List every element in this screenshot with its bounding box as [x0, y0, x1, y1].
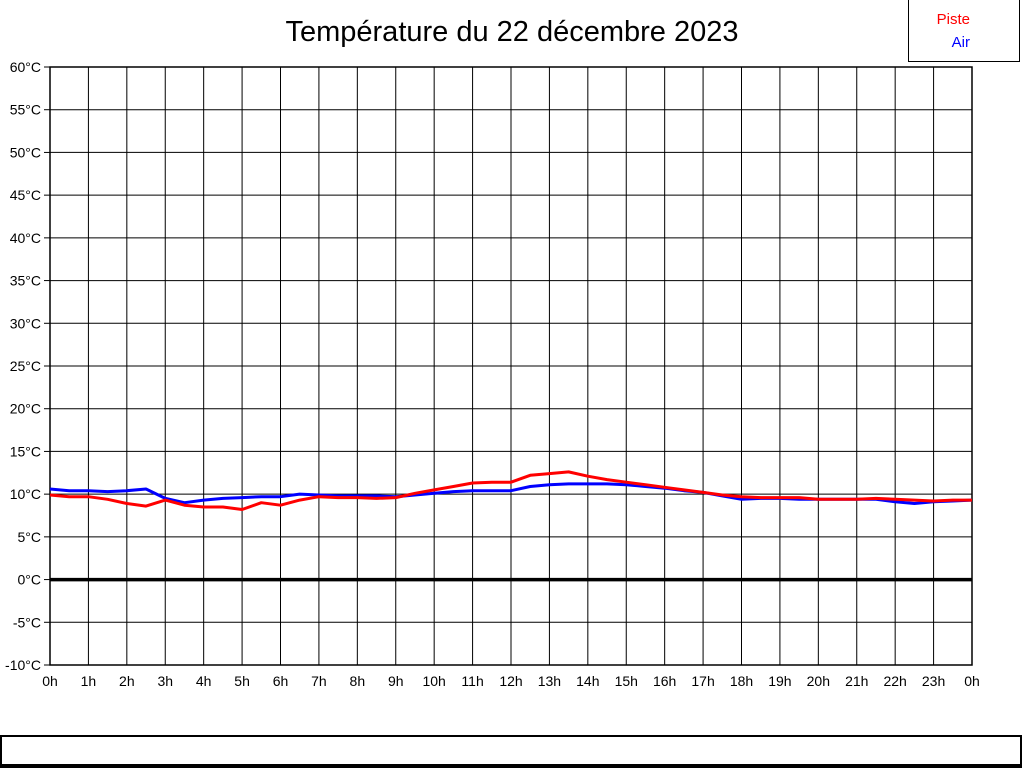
y-tick-label: -10°C — [5, 657, 41, 673]
x-tick-label: 1h — [81, 673, 97, 689]
x-tick-label: 12h — [499, 673, 522, 689]
x-tick-label: 21h — [845, 673, 868, 689]
x-tick-label: 19h — [768, 673, 791, 689]
x-tick-label: 5h — [234, 673, 250, 689]
y-tick-label: 25°C — [10, 358, 41, 374]
plot-border — [49, 66, 973, 666]
y-tick-label: 60°C — [10, 59, 41, 75]
series-lines — [49, 470, 973, 511]
x-tick-label: 10h — [422, 673, 445, 689]
x-tick-label: 23h — [922, 673, 945, 689]
x-tick-label: 7h — [311, 673, 327, 689]
y-tick-label: 10°C — [10, 486, 41, 502]
y-tick-label: 30°C — [10, 315, 41, 331]
x-tick-label: 18h — [730, 673, 753, 689]
x-tick-label: 9h — [388, 673, 404, 689]
x-tick-label: 14h — [576, 673, 599, 689]
y-tick-label: 45°C — [10, 187, 41, 203]
x-tick-label: 8h — [350, 673, 366, 689]
x-tick-label: 2h — [119, 673, 135, 689]
y-tick-label: 55°C — [10, 102, 41, 118]
piste-line — [49, 470, 972, 511]
x-tick-label: 3h — [157, 673, 173, 689]
y-tick-label: 0°C — [18, 572, 42, 588]
y-tick-label: 5°C — [18, 529, 42, 545]
x-tick-label: 0h — [42, 673, 58, 689]
axis-labels: 60°C 55°C 50°C 45°C 40°C 35°C 30°C 25°C 20°C 15°C… — [5, 59, 980, 689]
y-tick-label: 15°C — [10, 443, 41, 459]
x-tick-label: 11h — [461, 673, 483, 689]
x-tick-label: 22h — [883, 673, 906, 689]
x-tick-label: 6h — [273, 673, 289, 689]
x-tick-label: 17h — [691, 673, 714, 689]
y-tick-label: 50°C — [10, 144, 41, 160]
x-tick-label: 16h — [653, 673, 676, 689]
legend-box: Piste Air — [908, 0, 1020, 62]
x-tick-label: 15h — [615, 673, 638, 689]
y-tick-label: 35°C — [10, 273, 41, 289]
legend-item-air: Air — [951, 34, 970, 51]
y-tick-label: -5°C — [13, 614, 41, 630]
gridlines — [44, 66, 973, 666]
y-tick-label: 40°C — [10, 230, 41, 246]
x-tick-label: 0h — [964, 673, 980, 689]
chart-title: Température du 22 décembre 2023 — [285, 16, 739, 48]
next-chart-frame-cutoff — [0, 735, 1022, 768]
legend-item-piste: Piste — [936, 11, 970, 28]
x-tick-label: 20h — [807, 673, 830, 689]
x-tick-label: 4h — [196, 673, 212, 689]
x-tick-label: 13h — [538, 673, 561, 689]
temperature-line-chart: 60°C 55°C 50°C 45°C 40°C 35°C 30°C 25°C 20°C 15°C… — [5, 59, 980, 689]
y-tick-label: 20°C — [10, 401, 41, 417]
